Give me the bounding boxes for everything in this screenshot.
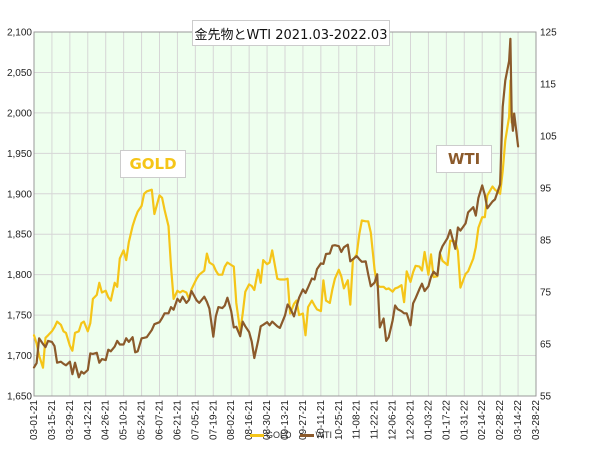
y-left-tick-label: 1,750	[7, 311, 32, 322]
x-tick-label: 06-21-21	[172, 400, 183, 440]
x-tick-label: 01-03-22	[423, 400, 434, 440]
gold-annotation: GOLD	[120, 150, 186, 178]
x-tick-label: 12-20-21	[406, 400, 417, 440]
chart-title: 金先物とWTI 2021.03-2022.03	[192, 20, 390, 46]
y-right-tick-label: 65	[540, 340, 552, 351]
y-left-tick-label: 1,950	[7, 149, 32, 160]
chart-legend: GOLD WTI	[250, 430, 332, 440]
y-right-tick-label: 55	[540, 392, 552, 403]
x-tick-label: 10-11-21	[316, 400, 327, 440]
y-left-tick-label: 1,850	[7, 230, 32, 241]
legend-item-wti: WTI	[299, 430, 333, 440]
x-tick-label: 04-26-21	[101, 400, 112, 440]
x-tick-label: 03-01-21	[29, 400, 40, 440]
x-tick-label: 05-24-21	[137, 400, 148, 440]
x-tick-label: 01-31-22	[459, 400, 470, 440]
y-right-tick-label: 75	[540, 288, 552, 299]
wti-annotation: WTI	[436, 145, 492, 173]
x-tick-label: 08-30-21	[262, 400, 273, 440]
y-left-tick-label: 2,100	[7, 28, 32, 39]
legend-swatch-gold	[250, 433, 264, 437]
legend-item-gold: GOLD	[250, 430, 292, 440]
y-left-tick-label: 2,050	[7, 68, 32, 79]
x-tick-label: 08-16-21	[244, 400, 255, 440]
x-tick-label: 12-06-21	[388, 400, 399, 440]
x-tick-label: 03-14-22	[513, 400, 524, 440]
x-tick-label: 05-10-21	[119, 400, 130, 440]
series-line-wti	[32, 37, 520, 379]
grid-layer	[33, 31, 537, 397]
x-tick-label: 02-28-22	[495, 400, 506, 440]
y-left-tick-label: 1,650	[7, 392, 32, 403]
y-right-tick-label: 105	[540, 132, 557, 143]
x-tick-label: 03-28-22	[531, 400, 542, 440]
x-tick-label: 01-17-22	[441, 400, 452, 440]
x-tick-label: 09-27-21	[298, 400, 309, 440]
x-tick-label: 03-29-21	[65, 400, 76, 440]
legend-swatch-wti	[299, 433, 314, 437]
x-tick-label: 08-02-21	[226, 400, 237, 440]
x-tick-label: 11-22-21	[370, 400, 381, 440]
y-left-tick-label: 2,000	[7, 108, 32, 119]
x-tick-label: 07-19-21	[208, 400, 219, 440]
y-right-tick-label: 115	[540, 80, 556, 91]
x-tick-label: 10-25-21	[334, 400, 345, 440]
x-tick-label: 07-05-21	[190, 400, 201, 440]
y-left-tick-label: 1,800	[7, 270, 32, 281]
x-tick-label: 11-08-21	[352, 400, 363, 440]
series-layer	[32, 37, 520, 379]
y-right-tick-label: 95	[540, 184, 552, 195]
x-tick-label: 03-15-21	[47, 400, 58, 440]
x-tick-label: 06-07-21	[155, 400, 166, 440]
y-left-tick-label: 1,900	[7, 189, 32, 200]
y-right-tick-label: 125	[540, 28, 557, 39]
y-left-tick-label: 1,700	[7, 351, 32, 362]
axis-layer: 03-01-21 03-15-21 03-29-21 04-12-21 04-26-21…	[7, 28, 557, 441]
x-tick-label: 09-13-21	[280, 400, 291, 440]
legend-label-wti: WTI	[315, 430, 333, 440]
x-tick-label: 02-14-22	[477, 400, 488, 440]
x-tick-label: 04-12-21	[83, 400, 94, 440]
legend-label-gold: GOLD	[266, 430, 292, 440]
y-right-tick-label: 85	[540, 236, 552, 247]
